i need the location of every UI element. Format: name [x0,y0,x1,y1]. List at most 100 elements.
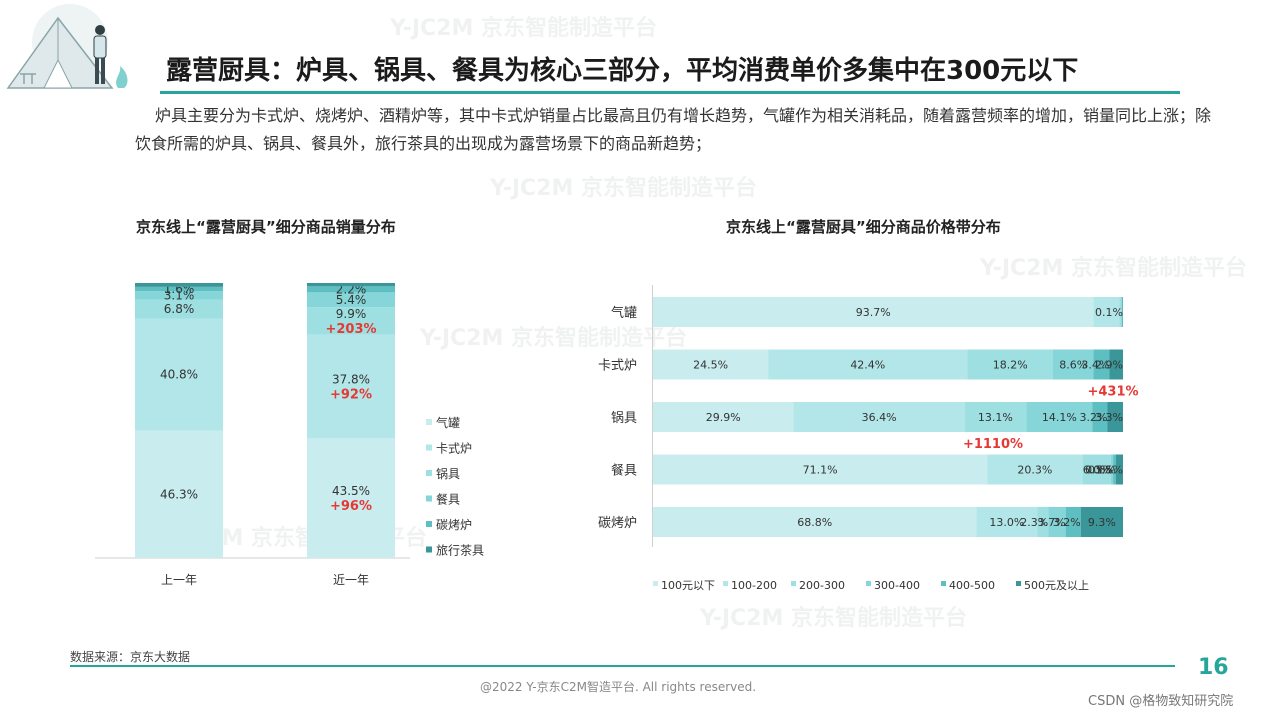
bar-segment [1110,454,1114,485]
data-label: 71.1% [803,464,838,477]
data-label: 3.3% [1095,411,1123,424]
legend-label: 碳烤炉 [436,517,472,532]
legend-swatch [426,521,432,527]
bar-segment [1082,454,1111,485]
data-label: 36.4% [862,411,897,424]
data-label: 6.8% [164,302,195,316]
data-label: 3.7% [1038,516,1066,529]
data-label: 3.2% [1053,516,1081,529]
watermark: Y-JC2M 京东智能制造平台 [420,326,688,351]
bar-segment [1109,349,1123,380]
legend-swatch [426,546,432,553]
y-tick-label: 碳烤炉 [598,516,637,531]
bar-segment [307,283,395,287]
bar-segment [1119,297,1122,327]
growth-label: +203% [325,322,376,337]
data-label: 5.4% [336,293,367,307]
legend-swatch [866,581,871,586]
bar-segment [793,402,965,432]
bar-segment [135,430,223,558]
legend-swatch [653,581,658,586]
legend-label: 旅行茶具 [436,543,484,558]
data-label: 37.8% [332,372,370,386]
bar-segment [1092,402,1108,432]
x-tick-label: 上一年 [161,573,197,587]
bar-segment [307,307,395,335]
data-label: 14.1% [1042,411,1077,424]
data-label: 1.5% [1095,464,1123,477]
price-band-chart: 气罐 93.7% 0.1% 卡式炉 24.5% 42.4% 18.2% 8.6%3.4%2.9… [598,285,1139,592]
bar-segment [135,283,223,287]
legend-swatch [426,444,432,451]
bar-segment [1065,507,1081,537]
intro-paragraph: 炉具主要分为卡式炉、烧烤炉、酒精炉等，其中卡式炉销量占比最高且仍有增长趋势，气罐… [135,106,1212,153]
data-label: 43.5% [332,484,370,498]
data-label: 0.5% [1085,464,1113,477]
y-tick-label: 餐具 [611,463,637,479]
page-number: 16 [1198,655,1229,680]
data-label: 13.0% [989,516,1024,529]
legend-label: 400-500 [949,579,995,592]
bar-segment [768,349,968,380]
legend-swatch [941,581,946,586]
data-label: 29.9% [706,411,741,424]
growth-label: +431% [1087,385,1138,400]
data-label: 68.8% [797,516,832,529]
copyright-text: @2022 Y-京东C2M智造平台. All rights reserved. [480,680,757,694]
legend-swatch [426,470,432,476]
legend-swatch [791,581,796,586]
data-label: 42.4% [850,359,885,372]
csdn-attribution: CSDN @格物致知研究院 [1088,694,1234,709]
bar-segment [135,291,223,300]
legend-label: 气罐 [436,415,460,430]
legend-label: 餐具 [436,492,460,507]
bar-segment [653,507,977,537]
watermark: Y-JC2M 京东智能制造平台 [700,606,968,631]
data-label: 3.1% [164,289,195,303]
bar-segment [135,299,223,319]
y-tick-label: 卡式炉 [598,359,637,374]
y-tick-label: 气罐 [611,305,637,321]
x-tick-label: 近一年 [333,573,369,587]
bar-segment [1026,402,1093,432]
bar-segment [1115,454,1123,485]
data-source: 数据来源：京东大数据 [70,650,191,664]
bar-segment [1052,349,1094,380]
data-label: 46.3% [160,487,198,501]
legend-label: 锅具 [436,466,460,481]
legend-swatch [426,419,432,425]
bar-segment [964,402,1027,432]
page-title: 露营厨具：炉具、锅具、餐具为核心三部分，平均消费单价多集中在300元以下 [166,56,1079,86]
legend-label: 300-400 [874,579,920,592]
data-label: 20.3% [1017,464,1052,477]
data-label: 2.9% [1095,359,1123,372]
bar-segment [653,349,769,380]
data-label: 13.1% [978,411,1013,424]
data-label: 6.0% [1083,464,1111,477]
bar-segment [1080,507,1123,537]
bar-segment [1048,507,1066,537]
legend-label: 200-300 [799,579,845,592]
left-chart-title: 京东线上“露营厨具”细分商品销量分布 [136,218,396,236]
bar-segment [1037,507,1049,537]
legend-label: 100元以下 [661,579,715,592]
bar-segment [307,286,395,293]
bar-segment [653,297,1094,327]
bar-segment [135,318,223,431]
bar-segment [1093,297,1120,327]
watermark: Y-JC2M 京东智能制造平台 [490,176,758,201]
data-label: 0.6% [1088,464,1116,477]
data-label: 24.5% [693,359,728,372]
data-label: 9.3% [1088,516,1116,529]
watermark: Y-JC2M 京东智能制造平台 [980,256,1248,281]
footer-divider [70,665,1175,667]
bar-segment [1121,297,1123,327]
bar-segment [307,438,395,558]
bar-segment [1113,454,1116,485]
data-label: 3.4% [1081,359,1109,372]
bar-segment [1107,402,1123,432]
bar-segment [307,334,395,439]
legend-swatch [1016,581,1021,586]
data-label: 40.8% [160,368,198,382]
growth-label: +1110% [963,437,1023,452]
